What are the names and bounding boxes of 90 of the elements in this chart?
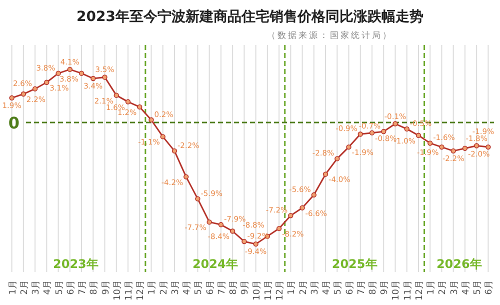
chart-subtitle: （数据来源：国家统计局） — [267, 30, 393, 41]
point — [253, 241, 258, 247]
point — [125, 99, 131, 104]
point — [392, 121, 398, 126]
point — [334, 156, 340, 162]
point — [311, 192, 317, 198]
point — [172, 148, 178, 154]
x-tick-label: 3月 — [32, 280, 42, 295]
point — [20, 91, 26, 97]
point — [450, 148, 456, 154]
x-tick-label: 1月 — [148, 280, 158, 295]
x-tick-label: 3月 — [310, 280, 320, 295]
point — [44, 80, 50, 85]
point — [416, 132, 422, 138]
x-tick-label: 12月 — [414, 280, 425, 300]
x-tick-label: 4月 — [43, 280, 54, 295]
chart-title: 2023年至今宁波新建商品住宅销售价格同比涨跌幅走势 — [76, 8, 424, 25]
point — [114, 92, 119, 98]
x-tick-label: 10月 — [392, 280, 402, 300]
x-tick-label: 10月 — [252, 280, 262, 300]
x-tick-label: 7月 — [356, 280, 367, 295]
x-tick-label: 8月 — [229, 280, 240, 295]
x-tick-label: 7月 — [78, 280, 88, 295]
x-tick-label: 6月 — [66, 280, 76, 295]
x-tick-label: 12月 — [136, 280, 146, 300]
point — [276, 226, 282, 232]
x-tick-label: 3月 — [450, 280, 460, 295]
point — [439, 144, 444, 150]
point — [32, 86, 38, 92]
x-tick-label: 1月 — [8, 280, 18, 295]
x-tick-label: 11月 — [124, 280, 134, 300]
point — [288, 213, 294, 218]
point — [67, 66, 73, 72]
x-tick-label: 11月 — [264, 280, 274, 300]
text: 2025年 — [332, 257, 378, 271]
x-tick-label: 5月 — [54, 280, 65, 295]
point — [56, 70, 61, 76]
x-tick-label: 1月 — [426, 280, 437, 295]
ref-line-label: 0 — [8, 113, 20, 132]
point — [218, 222, 224, 228]
text: 2023年 — [53, 257, 98, 271]
x-tick-label: 6月 — [345, 280, 356, 295]
text: 2024年 — [192, 257, 238, 271]
text: 2026年 — [436, 257, 482, 271]
point — [230, 228, 236, 234]
point — [148, 117, 154, 122]
point — [206, 219, 212, 225]
x-tick-label: 11月 — [403, 280, 414, 300]
point — [90, 76, 96, 82]
x-tick-label: 6月 — [484, 280, 495, 295]
point — [160, 134, 166, 140]
x-tick-label: 5月 — [473, 280, 484, 295]
x-tick-label: 2月 — [20, 280, 30, 295]
x-tick-label: 2月 — [159, 280, 170, 295]
point — [9, 95, 14, 100]
point — [242, 238, 247, 244]
point — [474, 143, 480, 148]
point — [137, 104, 142, 110]
x-tick-label: 10月 — [112, 280, 123, 300]
x-tick-label: 9月 — [380, 280, 390, 295]
point — [427, 140, 433, 146]
point — [358, 132, 363, 137]
point — [322, 172, 328, 177]
x-tick-label: 4月 — [461, 280, 472, 295]
point — [369, 130, 375, 136]
point — [78, 70, 84, 76]
x-tick-label: 2月 — [298, 280, 309, 295]
point — [183, 174, 189, 180]
x-tick-label: 9月 — [240, 280, 251, 295]
x-tick-label: 4月 — [182, 280, 193, 295]
point — [462, 146, 468, 151]
x-tick-label: 8月 — [368, 280, 378, 295]
point — [195, 196, 200, 202]
point — [300, 205, 305, 210]
point — [486, 144, 491, 150]
x-tick-label: 4月 — [322, 280, 332, 295]
point — [346, 144, 352, 150]
x-tick-label: 7月 — [217, 280, 228, 295]
x-tick-label: 1月 — [287, 280, 298, 295]
x-tick-label: 6月 — [206, 280, 216, 295]
x-tick-label: 9月 — [101, 280, 112, 295]
point — [381, 128, 386, 134]
x-tick-label: 5月 — [334, 280, 344, 295]
point — [102, 74, 108, 80]
x-tick-label: 2月 — [438, 280, 448, 295]
point — [404, 126, 410, 132]
x-tick-label: 12月 — [276, 280, 286, 300]
x-tick-label: 8月 — [90, 280, 100, 295]
x-tick-label: 3月 — [170, 280, 181, 295]
x-tick-label: 5月 — [194, 280, 204, 295]
